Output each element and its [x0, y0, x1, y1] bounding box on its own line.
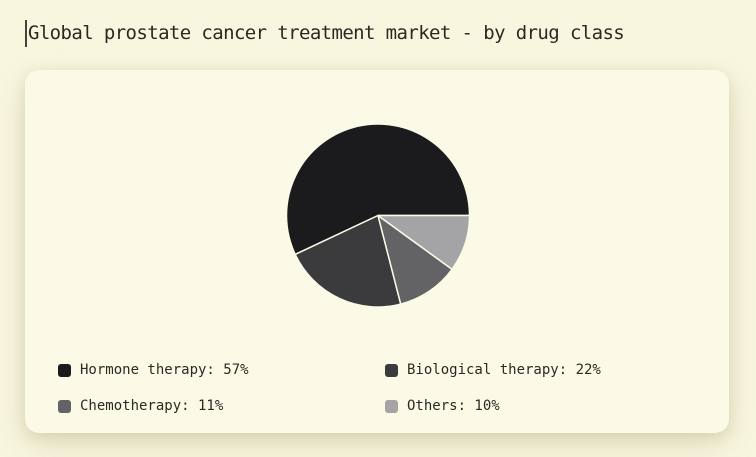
legend-swatch-hormone-therapy	[58, 363, 71, 377]
pie-chart	[285, 123, 471, 308]
legend-label: Biological therapy: 22%	[407, 362, 601, 378]
legend-item-hormone-therapy: Hormone therapy: 57%	[58, 362, 385, 378]
legend-swatch-biological-therapy	[385, 363, 398, 377]
chart-legend: Hormone therapy: 57% Biological therapy:…	[58, 362, 713, 414]
legend-swatch-others	[385, 399, 398, 413]
chart-card: Hormone therapy: 57% Biological therapy:…	[25, 70, 729, 433]
pie-slice-biological-therapy	[294, 214, 402, 308]
pie-slice-others	[377, 214, 471, 271]
text-cursor-icon	[25, 20, 27, 47]
pie-slice-hormone-therapy	[285, 123, 471, 256]
title-input[interactable]: Global prostate cancer treatment market …	[25, 20, 625, 47]
legend-label: Others: 10%	[407, 398, 500, 414]
legend-item-chemotherapy: Chemotherapy: 11%	[58, 398, 385, 414]
legend-item-others: Others: 10%	[385, 398, 713, 414]
legend-swatch-chemotherapy	[58, 399, 71, 413]
legend-item-biological-therapy: Biological therapy: 22%	[385, 362, 713, 378]
legend-label: Chemotherapy: 11%	[80, 398, 224, 414]
page-title: Global prostate cancer treatment market …	[28, 22, 625, 44]
legend-label: Hormone therapy: 57%	[80, 362, 249, 378]
